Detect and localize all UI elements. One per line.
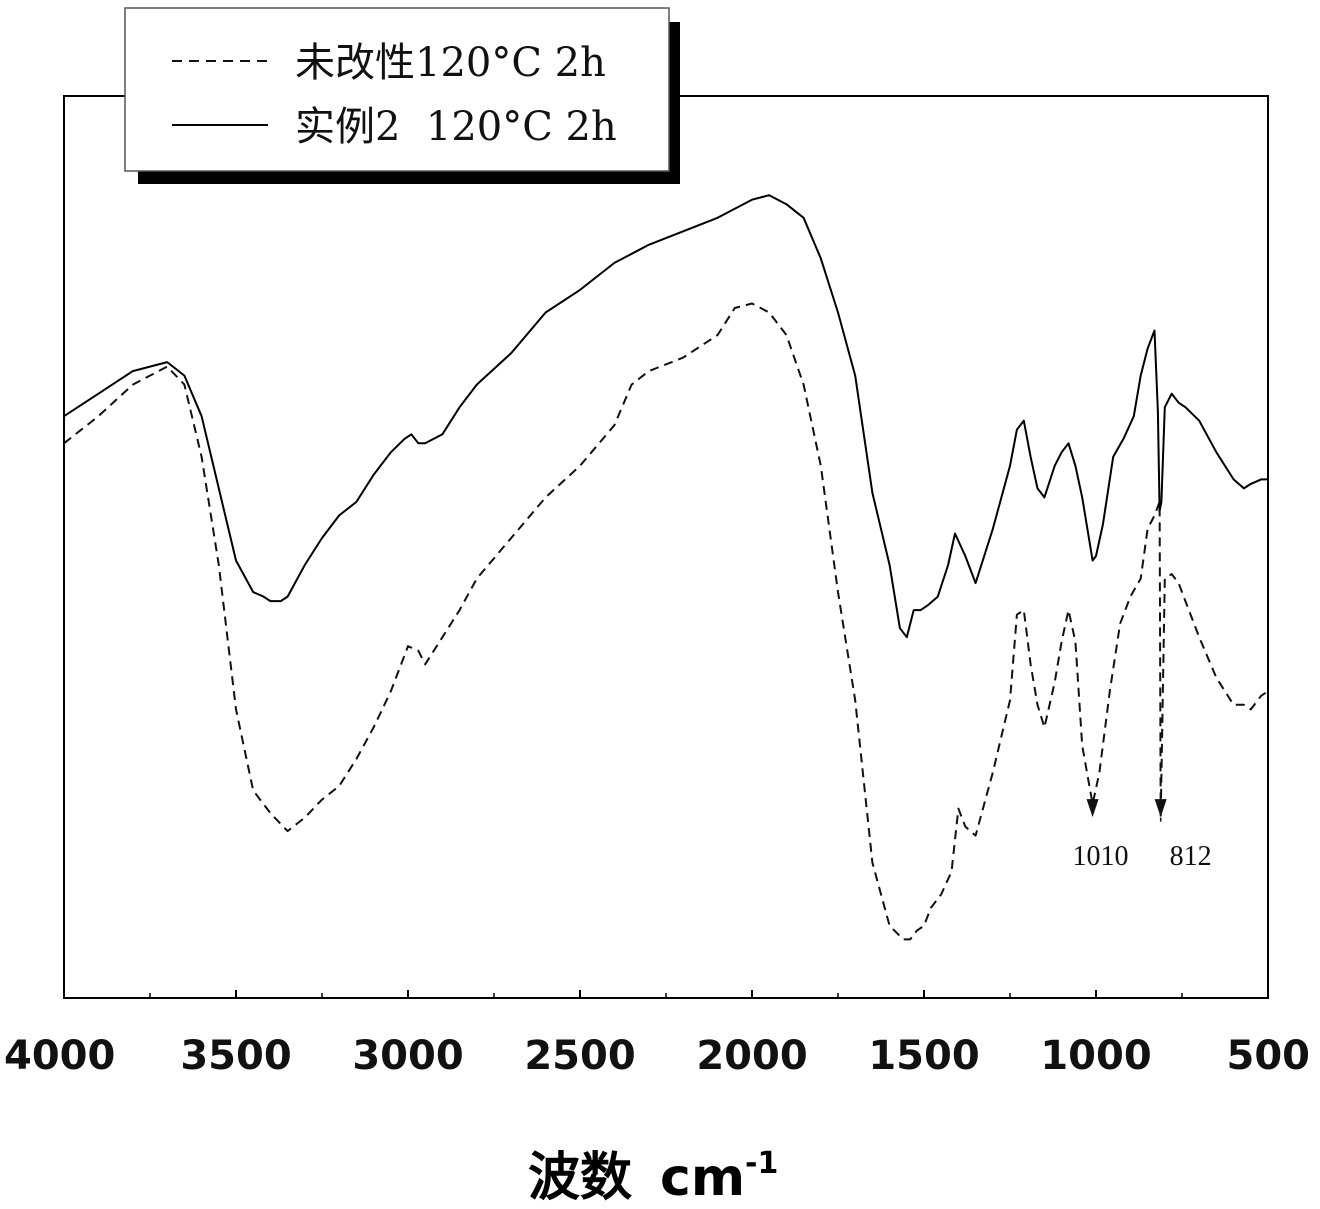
x-axis-label-unit-exponent: -1 — [745, 1146, 778, 1181]
x-tick-label: 1500 — [868, 1033, 979, 1079]
annotations-layer: 1010 812 — [1073, 799, 1212, 872]
x-axis-label-name: 波数 — [528, 1148, 632, 1208]
x-tick-label: 500 — [1227, 1033, 1311, 1079]
annotation-arrow-head — [1155, 799, 1167, 817]
legend: 未改性120°C 2h 实例2 120°C 2h — [125, 8, 680, 184]
x-tick-label: 1000 — [1040, 1033, 1151, 1079]
x-axis-label: 波数 cm-1 — [528, 1146, 778, 1208]
x-axis-ticks: 4000 3500 3000 2500 2000 1500 1000 500 — [4, 990, 1310, 1079]
x-axis-label-unit: cm — [660, 1148, 745, 1208]
series-line-2 — [64, 195, 1268, 637]
series-layer — [64, 195, 1268, 939]
x-tick-label: 4000 — [4, 1033, 115, 1079]
annotation-label: 812 — [1170, 841, 1212, 872]
x-tick-label: 2500 — [524, 1033, 635, 1079]
annotation-label: 1010 — [1073, 841, 1129, 872]
x-tick-label: 3000 — [352, 1033, 463, 1079]
x-tick-label: 2000 — [696, 1033, 807, 1079]
legend-label-example2: 实例2 120°C 2h — [295, 104, 617, 150]
legend-label-unmodified: 未改性120°C 2h — [295, 40, 606, 86]
annotation-arrow-head — [1087, 799, 1099, 817]
x-tick-label: 3500 — [180, 1033, 291, 1079]
